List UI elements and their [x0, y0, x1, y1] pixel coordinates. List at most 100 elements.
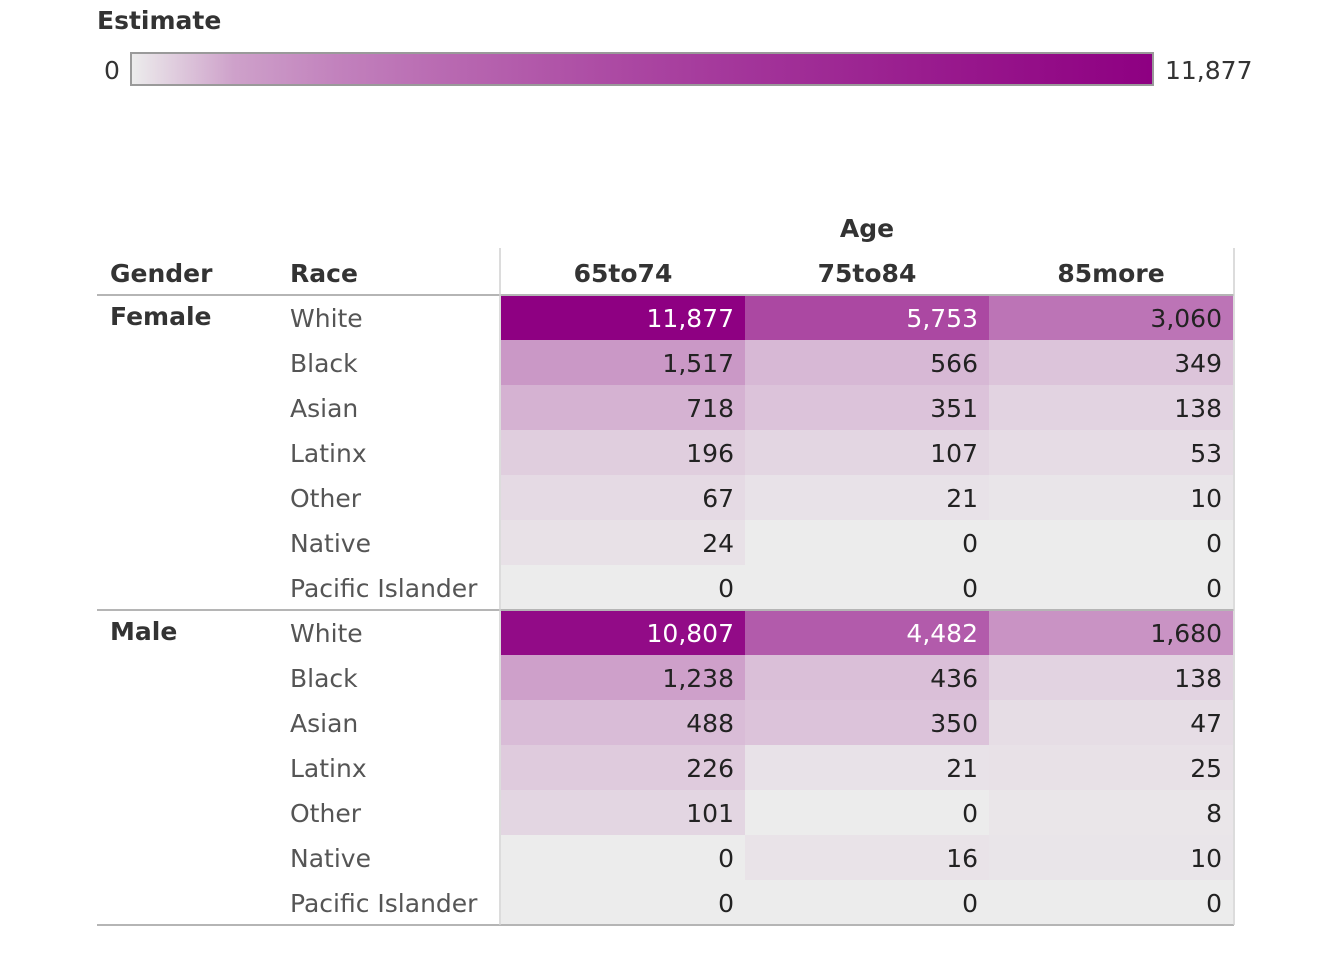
cell-value-label: 1,517 — [662, 349, 734, 378]
heatmap-cell — [501, 835, 745, 880]
heatmap-cell — [989, 475, 1233, 520]
cell-value-label: 47 — [1190, 709, 1222, 738]
cell-value-label: 0 — [1206, 889, 1222, 918]
cell-value-label: 53 — [1190, 439, 1222, 468]
column-header: 85more — [1057, 259, 1164, 288]
cell-value-label: 566 — [930, 349, 978, 378]
heatmap-cell — [745, 700, 989, 745]
heatmap-cell — [745, 340, 989, 385]
race-label: White — [290, 619, 363, 648]
legend-max-label: 11,877 — [1165, 56, 1253, 85]
cell-value-label: 0 — [962, 574, 978, 603]
row-labels: Female White Black Asian Latinx Other Native Pa… — [110, 302, 478, 918]
heatmap-cell — [989, 295, 1233, 340]
cell-value-label: 226 — [686, 754, 734, 783]
cell-value-label: 0 — [1206, 574, 1222, 603]
race-label: Other — [290, 484, 362, 513]
heatmap-cell — [745, 655, 989, 700]
cell-value-label: 436 — [930, 664, 978, 693]
heatmap-cell — [989, 655, 1233, 700]
column-headers: 65to74 75to84 85more — [574, 259, 1165, 288]
heatmap-cell — [989, 430, 1233, 475]
race-label: White — [290, 304, 363, 333]
heatmap-cell — [745, 565, 989, 610]
race-label: Latinx — [290, 439, 367, 468]
heatmap-cell — [745, 790, 989, 835]
cell-value-label: 16 — [946, 844, 978, 873]
cell-value-label: 5,753 — [906, 304, 978, 333]
cell-value-label: 196 — [686, 439, 734, 468]
heatmap-cell — [501, 520, 745, 565]
cell-value-label: 24 — [702, 529, 734, 558]
heatmap-cell — [745, 475, 989, 520]
heatmap-cell — [745, 295, 989, 340]
cell-value-label: 67 — [702, 484, 734, 513]
heatmap-cell — [989, 520, 1233, 565]
heatmap-cell — [989, 835, 1233, 880]
legend-title: Estimate — [97, 6, 222, 35]
legend-min-label: 0 — [104, 56, 120, 85]
heatmap-cell — [745, 745, 989, 790]
heatmap-cell — [745, 385, 989, 430]
cell-value-label: 0 — [718, 889, 734, 918]
heatmap-cell — [989, 340, 1233, 385]
heatmap-cell — [501, 790, 745, 835]
cell-value-label: 138 — [1174, 394, 1222, 423]
cell-value-label: 0 — [1206, 529, 1222, 558]
cell-value-label: 0 — [718, 844, 734, 873]
heatmap-cell — [501, 655, 745, 700]
cell-value-label: 8 — [1206, 799, 1222, 828]
row-header-race: Race — [290, 259, 358, 288]
heatmap-cell — [989, 700, 1233, 745]
heatmap-cell — [501, 430, 745, 475]
cell-value-label: 10 — [1190, 844, 1222, 873]
cell-value-label: 10,807 — [647, 619, 734, 648]
cell-value-label: 101 — [686, 799, 734, 828]
heatmap-cells: 11,877 5,753 3,060 1,517 566 349 718 351 138 196 1… — [501, 295, 1233, 925]
heatmap-cell — [501, 340, 745, 385]
cell-value-label: 718 — [686, 394, 734, 423]
cell-value-label: 21 — [946, 754, 978, 783]
heatmap-cell — [745, 430, 989, 475]
race-label: Asian — [290, 394, 358, 423]
cell-value-label: 10 — [1190, 484, 1222, 513]
legend-color-ramp — [130, 52, 1154, 86]
race-label: Pacific Islander — [290, 574, 478, 603]
race-label: Other — [290, 799, 362, 828]
race-label: Pacific Islander — [290, 889, 478, 918]
cell-value-label: 138 — [1174, 664, 1222, 693]
column-header: 75to84 — [818, 259, 917, 288]
cell-value-label: 0 — [962, 529, 978, 558]
heatmap-cell — [989, 610, 1233, 655]
heatmap-cell — [989, 880, 1233, 925]
cell-value-label: 4,482 — [906, 619, 978, 648]
gender-label: Male — [110, 617, 177, 646]
race-label: Latinx — [290, 754, 367, 783]
heatmap-cell — [501, 880, 745, 925]
heatmap-cell — [501, 385, 745, 430]
cell-value-label: 351 — [930, 394, 978, 423]
heatmap-cell — [501, 565, 745, 610]
cell-value-label: 25 — [1190, 754, 1222, 783]
heatmap-cell — [989, 385, 1233, 430]
heatmap-cell — [989, 790, 1233, 835]
race-label: Asian — [290, 709, 358, 738]
cell-value-label: 1,680 — [1150, 619, 1222, 648]
row-header-gender: Gender — [110, 259, 213, 288]
heatmap-cell — [501, 700, 745, 745]
cell-value-label: 0 — [962, 889, 978, 918]
cell-value-label: 3,060 — [1150, 304, 1222, 333]
heatmap-cell — [501, 295, 745, 340]
table-gridlines — [97, 248, 1235, 926]
heatmap-cell — [989, 745, 1233, 790]
cell-value-label: 11,877 — [647, 304, 734, 333]
cell-value-label: 0 — [962, 799, 978, 828]
heatmap-cell — [501, 475, 745, 520]
race-label: Native — [290, 844, 371, 873]
cell-value-label: 107 — [930, 439, 978, 468]
heatmap-cell — [745, 610, 989, 655]
heatmap-cell — [745, 835, 989, 880]
cell-value-label: 349 — [1174, 349, 1222, 378]
column-group-header: Age — [840, 214, 894, 243]
